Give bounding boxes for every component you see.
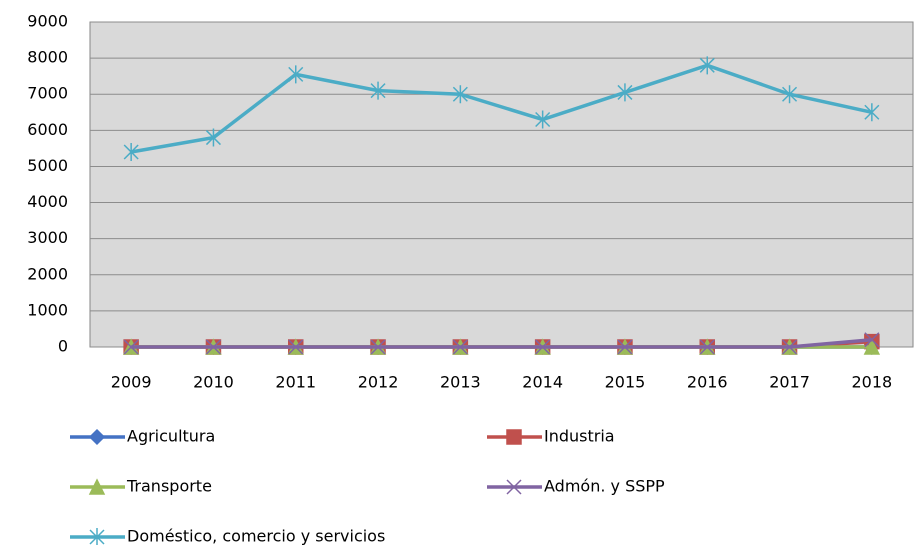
x-tick-label: 2009 (111, 373, 152, 392)
x-tick-label: 2018 (851, 373, 892, 392)
marker (782, 339, 798, 355)
y-tick-label: 7000 (27, 84, 68, 103)
marker (506, 479, 522, 495)
x-tick-label: 2013 (440, 373, 481, 392)
marker (535, 110, 551, 129)
marker (89, 528, 105, 546)
marker (205, 339, 221, 355)
marker (864, 103, 880, 122)
marker (863, 338, 881, 355)
y-tick-label: 4000 (27, 192, 68, 211)
marker (864, 332, 880, 348)
legend-label: Doméstico, comercio y servicios (127, 527, 385, 546)
marker (288, 339, 304, 355)
marker (452, 339, 468, 355)
legend-label: Agricultura (127, 427, 215, 446)
y-tick-label: 1000 (27, 300, 68, 319)
y-tick-label: 6000 (27, 120, 68, 139)
series-line (130, 63, 873, 154)
marker (699, 56, 715, 75)
x-tick-label: 2014 (522, 373, 563, 392)
legend-label: Admón. y SSPP (544, 477, 665, 496)
plot-area (89, 21, 914, 348)
x-tick-label: 2016 (687, 373, 728, 392)
series-line (131, 338, 873, 349)
y-tick-label: 0 (58, 337, 68, 356)
marker (535, 339, 551, 355)
marker (699, 339, 715, 355)
marker (452, 85, 468, 104)
y-tick-label: 2000 (27, 264, 68, 283)
y-tick-label: 8000 (27, 48, 68, 67)
x-tick-label: 2011 (275, 373, 316, 392)
marker (288, 65, 304, 84)
marker (782, 85, 798, 104)
x-tick-label: 2015 (605, 373, 646, 392)
legend-label: Industria (544, 427, 615, 446)
marker (123, 143, 139, 161)
marker (205, 128, 221, 147)
marker (370, 339, 386, 355)
x-tick-label: 2012 (358, 373, 399, 392)
legend-label: Transporte (126, 477, 212, 496)
marker (88, 478, 106, 495)
x-tick-label: 2017 (769, 373, 810, 392)
y-tick-label: 3000 (27, 228, 68, 247)
x-tick-label: 2010 (193, 373, 234, 392)
marker (506, 429, 522, 445)
marker (88, 428, 106, 446)
marker (123, 339, 139, 355)
marker (617, 83, 633, 102)
marker (370, 81, 386, 100)
y-tick-label: 5000 (27, 156, 68, 175)
y-tick-label: 9000 (27, 12, 68, 31)
marker (617, 339, 633, 355)
